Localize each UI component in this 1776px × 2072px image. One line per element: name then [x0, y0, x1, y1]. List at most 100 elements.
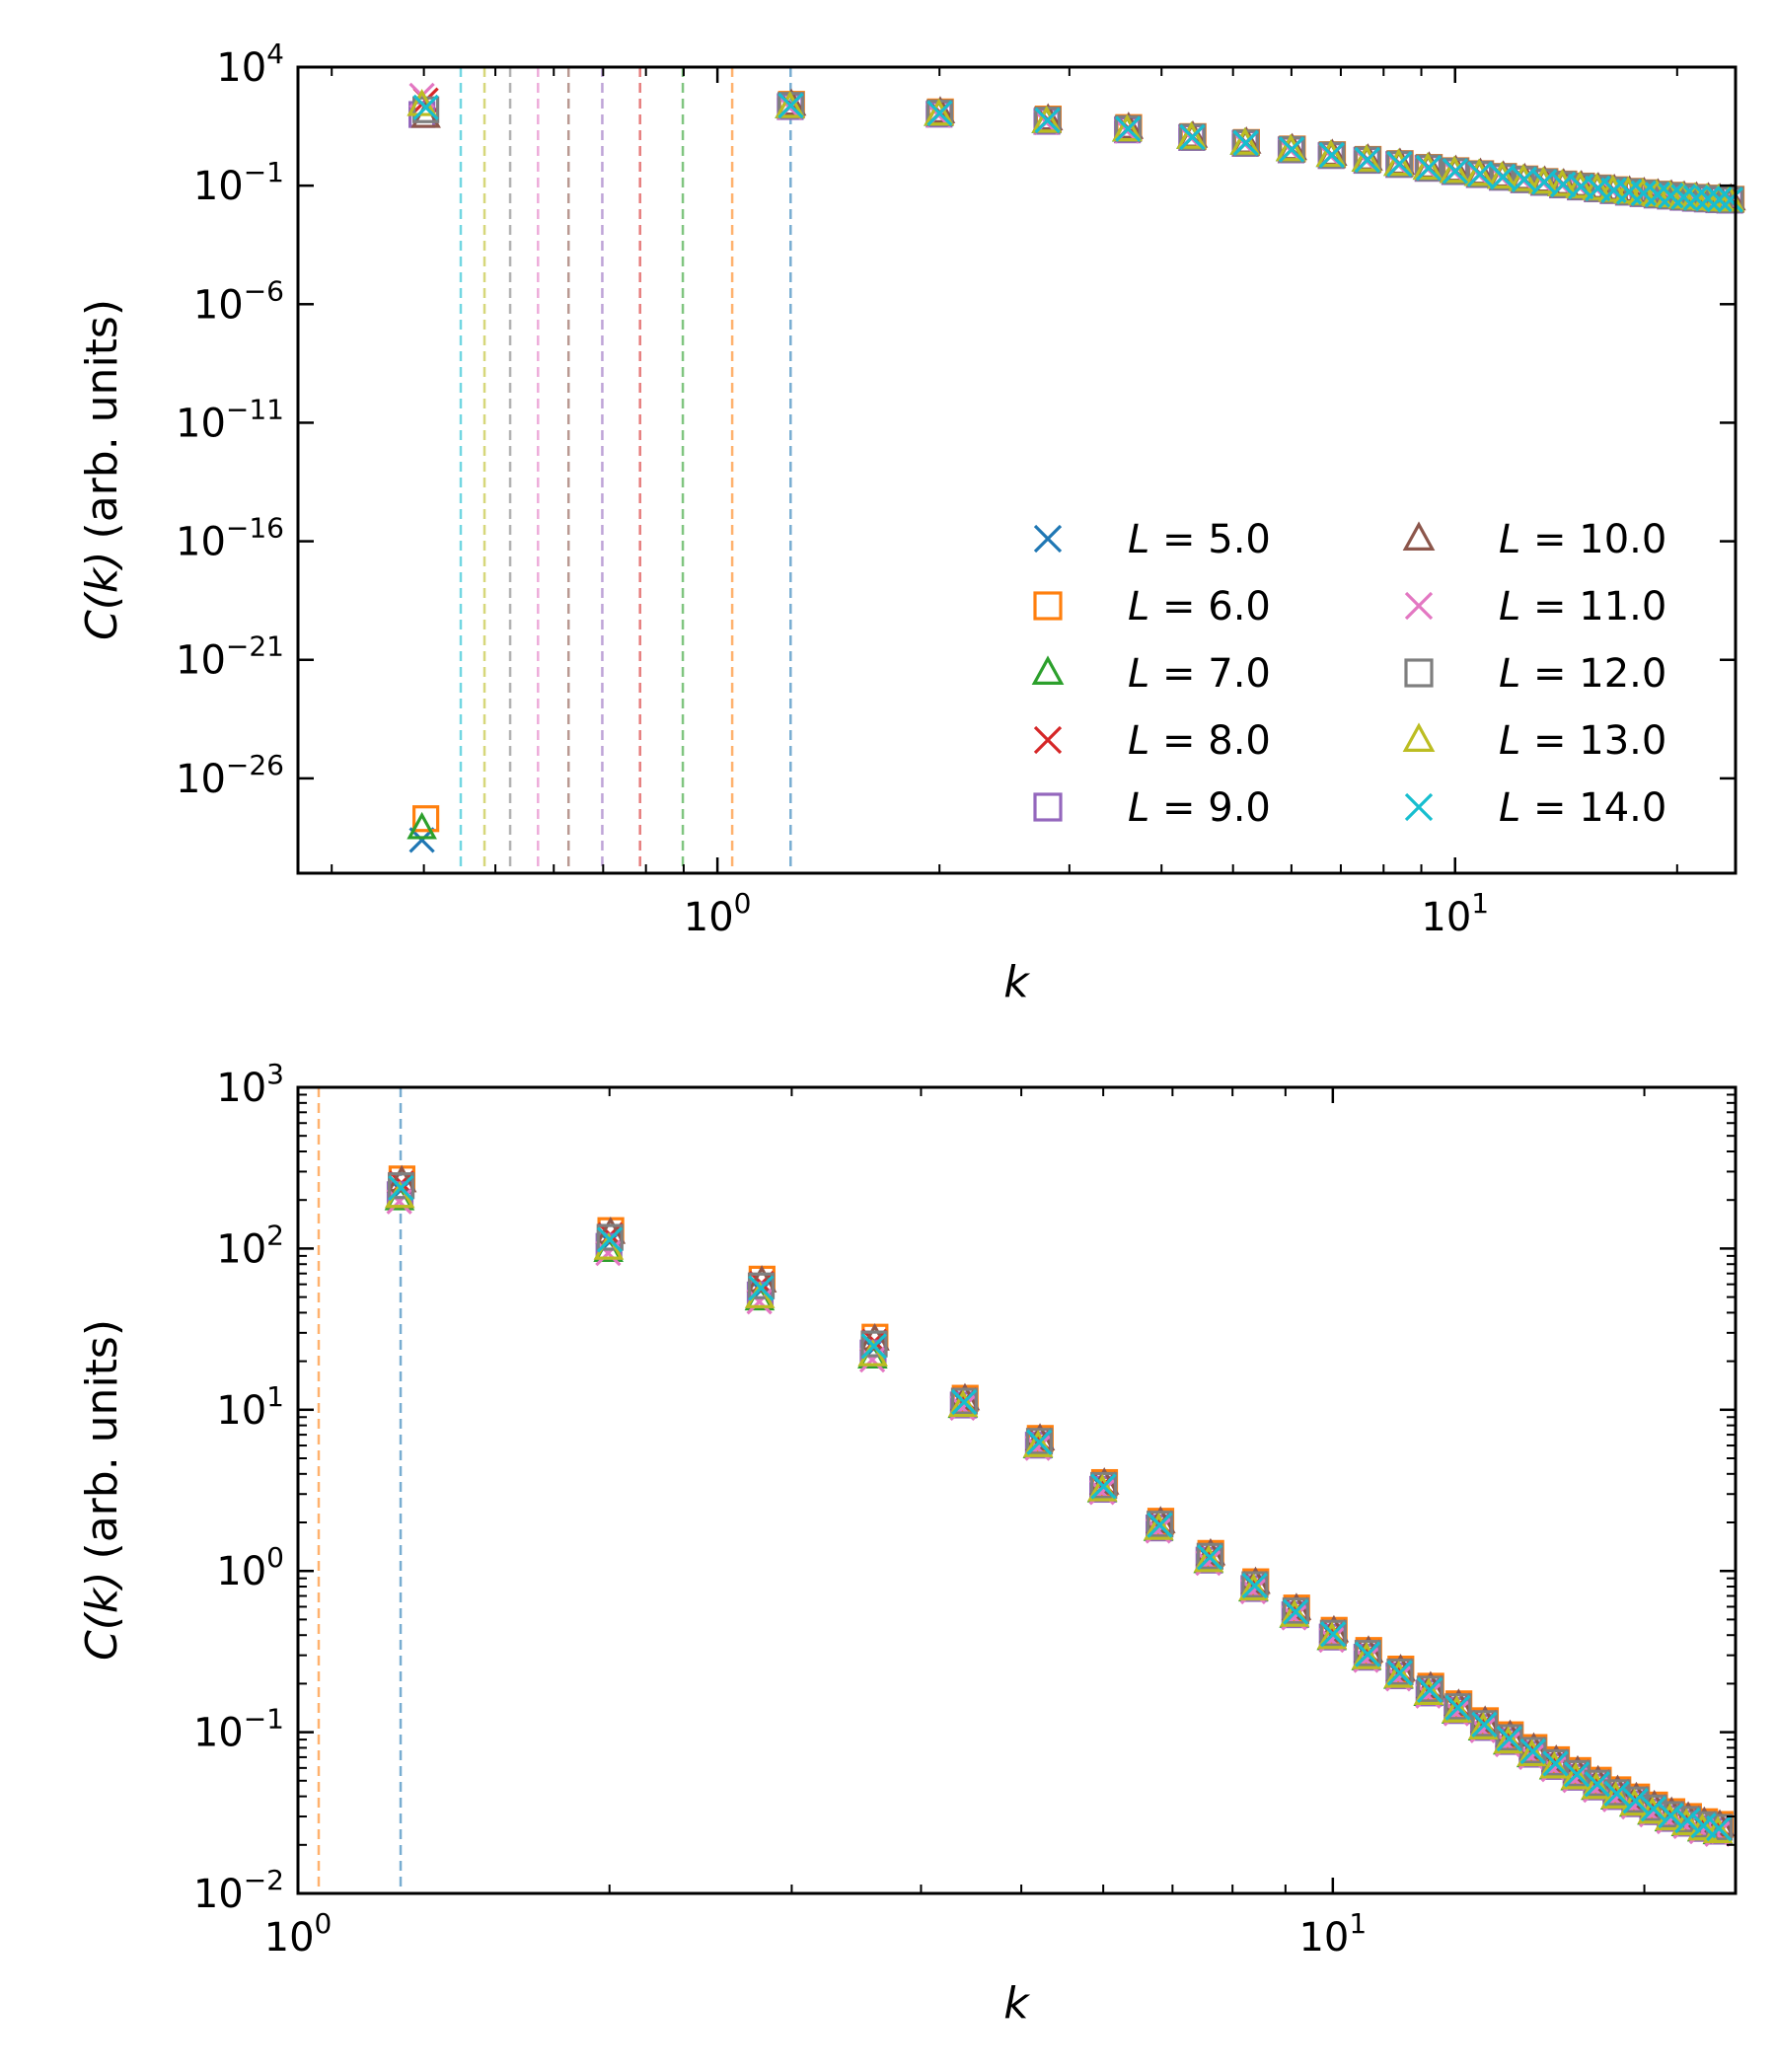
top-point-13.0 — [1315, 139, 1347, 168]
bottom-point-12.0 — [860, 1330, 888, 1358]
bottom-point-14.0 — [1196, 1544, 1223, 1571]
top-point-14.0 — [1682, 185, 1710, 211]
bottom-point-13.0 — [1442, 1695, 1472, 1723]
top-point-14.0 — [1706, 185, 1733, 213]
legend-label-10.0: L = 10.0 — [1499, 517, 1666, 562]
bottom-ytick-label-5: 10−2 — [193, 1864, 284, 1917]
top-ytick-label-1: 10−1 — [193, 156, 284, 209]
bottom-point-12.0 — [1444, 1693, 1472, 1721]
top-point-14.0 — [1386, 151, 1413, 178]
bottom-point-12.0 — [1471, 1710, 1499, 1738]
bottom-point-12.0 — [1025, 1428, 1054, 1455]
top-point-14.0 — [1318, 142, 1345, 169]
bottom-point-13.0 — [1581, 1771, 1612, 1800]
legend-label-8.0: L = 8.0 — [1128, 718, 1271, 764]
bottom-xtick-label-1: 101 — [1298, 1907, 1367, 1961]
bottom-ytick-label-2: 101 — [216, 1380, 284, 1434]
top-xtick-label-1: 101 — [1421, 887, 1489, 940]
legend-label-14.0: L = 14.0 — [1499, 785, 1666, 831]
bottom-point-14.0 — [1563, 1761, 1591, 1788]
bottom-data-points — [384, 1164, 1736, 1848]
top-point-13.0 — [1383, 148, 1414, 177]
bottom-point-13.0 — [1279, 1599, 1310, 1627]
top-ytick-label-2: 10−6 — [193, 274, 284, 328]
bottom-point-14.0 — [1355, 1641, 1381, 1667]
top-ytick-label-4: 10−16 — [176, 512, 284, 565]
bottom-point-12.0 — [1090, 1471, 1118, 1500]
bottom-point-13.0 — [1702, 1815, 1734, 1844]
legend-marker-5.0 — [1033, 524, 1063, 554]
top-point-14.0 — [1179, 123, 1206, 151]
bottom-point-14.0 — [1026, 1429, 1053, 1455]
top-point-13.0 — [924, 98, 954, 126]
top-point-14.0 — [1717, 186, 1743, 213]
top-point-13.0 — [1031, 105, 1063, 133]
top-y-symbol: C(k) — [77, 551, 127, 640]
top-point-14.0 — [777, 92, 804, 119]
legend-marker-13.0 — [1402, 722, 1436, 752]
bottom-point-14.0 — [1319, 1621, 1347, 1648]
bottom-point-12.0 — [1147, 1511, 1174, 1538]
bottom-point-12.0 — [1319, 1619, 1347, 1647]
bottom-point-12.0 — [747, 1272, 776, 1299]
bottom-point-14.0 — [1444, 1694, 1471, 1721]
top-data-points — [407, 82, 1746, 853]
bottom-point-12.0 — [1282, 1597, 1309, 1625]
top-lowk-point-6.0 — [412, 805, 440, 833]
top-point-14.0 — [1354, 146, 1380, 174]
bottom-point-12.0 — [1196, 1542, 1223, 1570]
top-point-13.0 — [1582, 173, 1612, 200]
top-point-13.0 — [1612, 176, 1644, 204]
bottom-y-axis-label: C(k) (arb. units) — [77, 1319, 127, 1661]
bottom-point-14.0 — [1622, 1788, 1649, 1814]
bottom-point-13.0 — [1193, 1544, 1224, 1573]
top-point-13.0 — [1627, 177, 1659, 205]
bottom-point-13.0 — [1413, 1677, 1444, 1706]
bottom-point-13.0 — [1351, 1642, 1382, 1669]
legend-marker-7.0 — [1031, 655, 1065, 685]
legend-label-11.0: L = 11.0 — [1499, 584, 1666, 629]
bottom-point-12.0 — [1241, 1571, 1269, 1598]
bottom-point-14.0 — [388, 1174, 414, 1202]
legend-marker-9.0 — [1033, 792, 1063, 822]
top-x-axis-label: k — [1003, 957, 1030, 1007]
bottom-point-13.0 — [1316, 1621, 1348, 1650]
legend-marker-8.0 — [1033, 725, 1063, 755]
top-point-13.0 — [1597, 174, 1629, 202]
top-point-13.0 — [1351, 144, 1382, 172]
top-point-13.0 — [1463, 158, 1495, 186]
bottom-ytick-label-4: 10−1 — [193, 1703, 284, 1756]
top-point-14.0 — [1466, 161, 1494, 187]
bottom-point-14.0 — [1542, 1750, 1569, 1777]
bottom-point-14.0 — [1496, 1725, 1522, 1752]
top-point-13.0 — [1112, 113, 1143, 142]
top-ytick-label-3: 10−11 — [176, 393, 284, 446]
bottom-y-units: (arb. units) — [77, 1319, 127, 1559]
svg-text:C(k)(arb. units): C(k) (arb. units) — [77, 299, 127, 640]
top-ytick-label-5: 10−21 — [176, 630, 284, 684]
legend-label-5.0: L = 5.0 — [1128, 517, 1271, 562]
bottom-point-14.0 — [1690, 1813, 1717, 1839]
bottom-point-13.0 — [1238, 1573, 1269, 1601]
top-point-13.0 — [1275, 133, 1306, 162]
bottom-xtick-label-0: 100 — [264, 1907, 333, 1961]
top-plot-frame — [296, 65, 1738, 875]
bottom-point-14.0 — [1282, 1598, 1309, 1625]
bottom-point-14.0 — [1519, 1738, 1546, 1765]
bottom-point-13.0 — [1517, 1739, 1547, 1767]
bottom-ytick-label-1: 102 — [216, 1219, 284, 1272]
bottom-ytick-label-0: 103 — [216, 1058, 284, 1111]
bottom-point-14.0 — [1471, 1711, 1498, 1738]
top-reference-lines — [459, 67, 792, 873]
bottom-point-14.0 — [1640, 1796, 1666, 1822]
bottom-point-13.0 — [1600, 1781, 1631, 1810]
bottom-point-13.0 — [1467, 1712, 1499, 1739]
bottom-point-13.0 — [1022, 1430, 1054, 1457]
bottom-point-14.0 — [860, 1333, 887, 1360]
legend-marker-10.0 — [1402, 521, 1436, 551]
top-xtick-label-0: 100 — [684, 887, 752, 940]
bottom-y-symbol: C(k) — [77, 1571, 127, 1661]
svg-text:C(k)(arb. units): C(k) (arb. units) — [77, 1319, 127, 1661]
